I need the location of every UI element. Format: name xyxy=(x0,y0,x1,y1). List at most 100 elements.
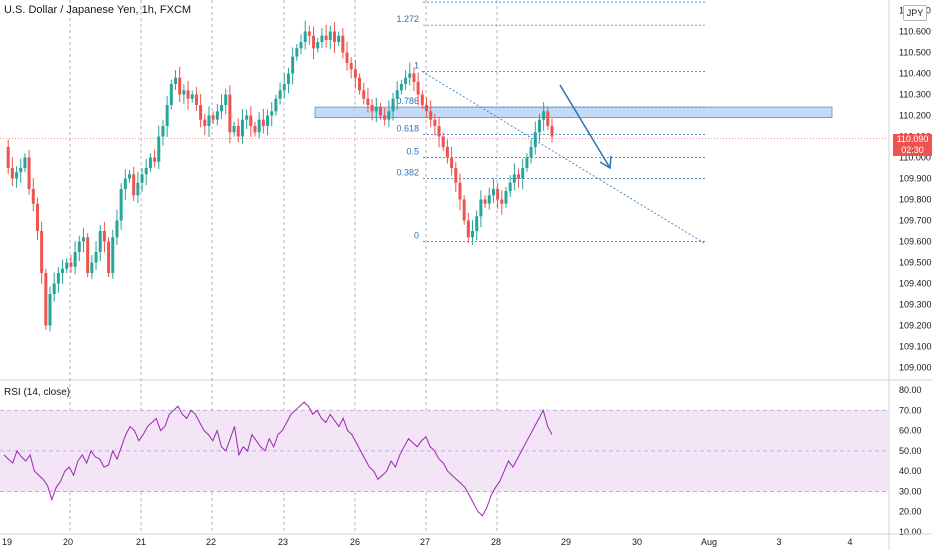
time-tick-label: Aug xyxy=(701,537,717,547)
currency-label[interactable]: JPY xyxy=(903,5,927,21)
candle-body xyxy=(40,231,44,273)
candle-body xyxy=(282,84,286,91)
candle-body xyxy=(537,119,541,133)
candle-body xyxy=(27,157,31,189)
candle-body xyxy=(496,189,500,200)
candle-body xyxy=(429,111,433,120)
candle-body xyxy=(119,189,123,221)
fib-level-label: 1 xyxy=(414,60,419,70)
price-tick-label: 109.100 xyxy=(899,342,932,352)
candle-body xyxy=(190,94,194,99)
candle-body xyxy=(362,90,366,99)
candle-body xyxy=(211,115,215,120)
candle-body xyxy=(207,115,211,126)
candle-body xyxy=(550,126,554,137)
candle-body xyxy=(194,94,198,105)
time-axis[interactable]: 19 20 21 22 23 26 27 28 29 30 Aug 3 4 xyxy=(0,533,932,547)
time-tick-label: 21 xyxy=(136,537,146,547)
candle-body xyxy=(186,90,190,99)
candle-body xyxy=(215,111,219,120)
candle-body xyxy=(10,168,14,179)
candle-body xyxy=(98,231,102,252)
candle-body xyxy=(56,273,60,284)
fib-level-label: 0.786 xyxy=(396,96,419,106)
candle-body xyxy=(512,174,516,183)
fibonacci-retracement[interactable]: 1.414 1.272 1 0.786 0.618 0.5 0.382 0 xyxy=(396,0,705,242)
candle-body xyxy=(73,252,77,267)
price-tick-label: 109.700 xyxy=(899,216,932,226)
candle-body xyxy=(107,241,111,273)
candle-body xyxy=(224,94,228,105)
candle-body xyxy=(462,199,466,221)
candle-body xyxy=(94,252,98,263)
candle-body xyxy=(35,203,39,231)
time-tick-label: 22 xyxy=(206,537,216,547)
candle-body xyxy=(257,119,261,133)
candle-body xyxy=(23,157,27,168)
candle-body xyxy=(399,84,403,91)
candle-body xyxy=(161,126,165,137)
candle-body xyxy=(253,126,257,133)
candle-body xyxy=(291,56,295,74)
candle-body xyxy=(517,174,521,179)
candle-body xyxy=(328,31,332,40)
candle-body xyxy=(44,273,48,326)
candle-body xyxy=(136,182,140,196)
candle-body xyxy=(203,119,207,126)
candle-body xyxy=(437,126,441,137)
candle-body xyxy=(15,172,19,179)
current-price-value: 110.090 xyxy=(896,134,929,144)
candle-body xyxy=(433,119,437,126)
candle-body xyxy=(236,126,240,137)
current-price-badge: 110.090 02:30 xyxy=(893,134,932,156)
time-tick-label: 30 xyxy=(632,537,642,547)
candle-body xyxy=(491,189,495,196)
candle-body xyxy=(274,98,278,112)
candle-body xyxy=(153,157,157,162)
price-tick-label: 109.300 xyxy=(899,300,932,310)
time-tick-label: 23 xyxy=(278,537,288,547)
candle-body xyxy=(6,147,10,168)
candle-body xyxy=(387,111,391,120)
candle-body xyxy=(416,81,420,95)
candle-body xyxy=(425,105,429,112)
candle-body xyxy=(383,115,387,120)
candle-body xyxy=(303,31,307,42)
drawing-annotations[interactable] xyxy=(421,71,706,244)
candle-body xyxy=(378,107,382,116)
candle-body xyxy=(374,107,378,112)
time-tick-label: 3 xyxy=(776,537,781,547)
chart-title: U.S. Dollar / Japanese Yen, 1h, FXCM xyxy=(4,4,192,16)
candle-body xyxy=(324,35,328,40)
candle-body xyxy=(266,115,270,126)
rsi-tick-label: 60.00 xyxy=(899,426,922,436)
candle-body xyxy=(52,283,56,294)
candle-body xyxy=(295,48,299,57)
candle-body xyxy=(458,182,462,200)
candle-body xyxy=(90,262,94,273)
candle-body xyxy=(320,35,324,42)
candle-countdown: 02:30 xyxy=(901,145,924,155)
candle-body xyxy=(487,195,491,204)
candle-body xyxy=(533,132,537,147)
candle-body xyxy=(471,231,475,238)
candle-body xyxy=(521,168,525,179)
candle-body xyxy=(395,90,399,99)
candle-body xyxy=(358,77,362,91)
price-tick-label: 109.500 xyxy=(899,258,932,268)
candle-body xyxy=(353,69,357,78)
price-axis[interactable]: 109.000 109.100 109.200 109.300 109.400 109.5… xyxy=(888,0,932,550)
candle-body xyxy=(48,294,52,326)
candle-body xyxy=(174,77,178,84)
candle-body xyxy=(102,231,106,242)
time-tick-label: 28 xyxy=(491,537,501,547)
candle-body xyxy=(420,94,424,105)
candle-body xyxy=(278,90,282,99)
time-tick-label: 27 xyxy=(420,537,430,547)
candle-body xyxy=(332,31,336,42)
rsi-indicator-label[interactable]: RSI (14, close) xyxy=(4,387,71,398)
candle-body xyxy=(19,168,23,173)
fib-level-label: 0 xyxy=(414,231,419,241)
rsi-tick-label: 50.00 xyxy=(899,446,922,456)
